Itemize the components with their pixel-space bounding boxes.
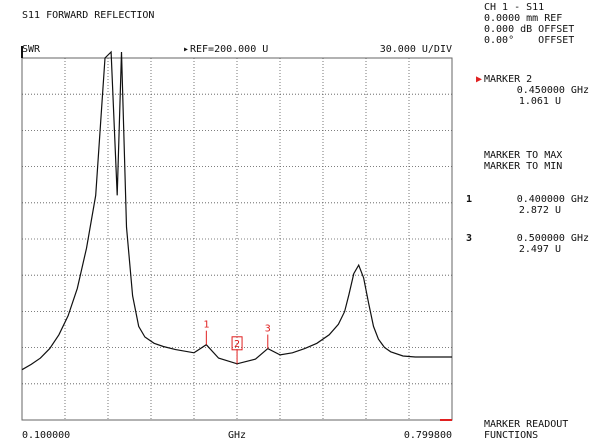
trace-markers: 1 2 3 bbox=[203, 320, 271, 364]
marker-3-label[interactable]: 3 bbox=[265, 324, 271, 335]
marker-2-box bbox=[231, 336, 243, 351]
marker-1-number: 1 bbox=[466, 194, 473, 205]
graticule bbox=[21, 57, 453, 421]
freq-stop: 0.799800 bbox=[403, 430, 452, 441]
offset-line-db: 0.000 dB OFFSET bbox=[484, 24, 575, 35]
format-label: SWR bbox=[22, 44, 41, 55]
offset-line-ref: 0.0000 mm REF bbox=[484, 13, 563, 24]
active-marker-label[interactable]: MARKER 2 bbox=[484, 74, 533, 85]
freq-unit: GHz bbox=[228, 430, 247, 441]
marker-2-label[interactable]: 2 bbox=[234, 339, 240, 350]
marker-1-value: 2.872 U bbox=[518, 205, 561, 216]
marker-3-number: 3 bbox=[466, 233, 473, 244]
marker-3-value: 2.497 U bbox=[518, 244, 561, 255]
plot-title: S11 FORWARD REFLECTION bbox=[22, 10, 155, 21]
offset-line-phase: 0.00° OFFSET bbox=[484, 35, 575, 46]
scale-per-div: 30.000 U/DIV bbox=[379, 44, 452, 55]
ref-arrow-icon: ▸ bbox=[183, 44, 190, 55]
trace-curve bbox=[21, 50, 452, 371]
ref-level: REF=200.000 U bbox=[190, 44, 269, 55]
marker-to-min-button[interactable]: MARKER TO MIN bbox=[484, 161, 563, 172]
marker-1-freq: 0.400000 GHz bbox=[516, 194, 589, 205]
active-marker-arrow-icon: ▶ bbox=[476, 74, 483, 85]
marker-to-max-button[interactable]: MARKER TO MAX bbox=[484, 150, 563, 161]
active-marker-value: 1.061 U bbox=[518, 96, 561, 107]
marker-readout-button[interactable]: MARKER READOUT bbox=[484, 419, 569, 430]
marker-1-label[interactable]: 1 bbox=[203, 320, 209, 331]
freq-start: 0.100000 bbox=[22, 430, 71, 441]
marker-3-freq: 0.500000 GHz bbox=[516, 233, 589, 244]
channel-label: CH 1 - S11 bbox=[484, 2, 545, 13]
active-marker-freq: 0.450000 GHz bbox=[516, 85, 589, 96]
functions-label: FUNCTIONS bbox=[484, 430, 539, 441]
